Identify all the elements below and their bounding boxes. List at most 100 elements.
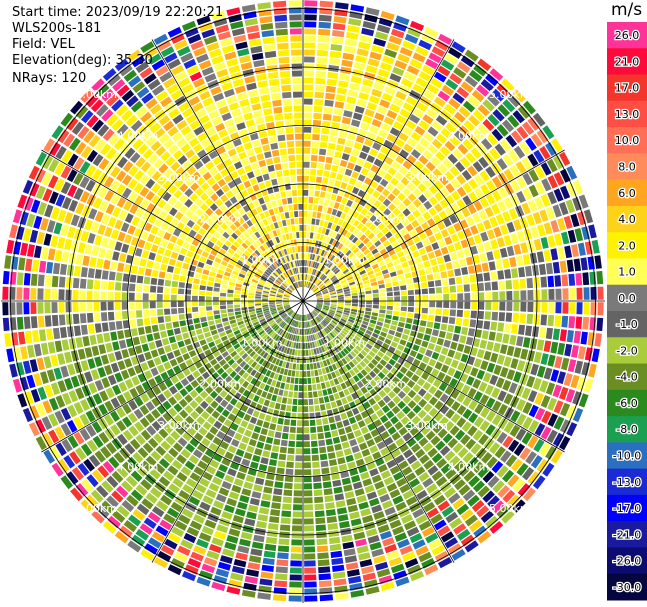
- gate-cell: [491, 203, 501, 215]
- gate-cell: [328, 238, 335, 245]
- gate-cell: [476, 273, 484, 282]
- gate-cell: [271, 238, 278, 245]
- gate-cell: [9, 363, 18, 378]
- gate-cell: [311, 377, 316, 384]
- gate-cell: [16, 287, 23, 300]
- gate-cell: [160, 330, 168, 339]
- gate-cell: [320, 265, 326, 272]
- gate-cell: [98, 344, 107, 355]
- gate-cell: [205, 301, 212, 306]
- gate-cell: [553, 172, 565, 186]
- gate-cell: [519, 447, 531, 461]
- gate-cell: [502, 154, 514, 167]
- range-ring-label: 5.00km: [489, 88, 531, 101]
- gate-cell: [311, 155, 318, 162]
- gate-cell: [534, 196, 544, 210]
- gate-cell: [336, 507, 348, 515]
- range-ring-label: 1.00km: [241, 336, 283, 349]
- gate-cell: [378, 129, 388, 138]
- gate-cell: [358, 294, 365, 298]
- gate-cell: [230, 171, 239, 180]
- gate-cell: [259, 245, 266, 252]
- gate-cell: [337, 457, 346, 465]
- gate-cell: [241, 266, 249, 273]
- gate-cell: [380, 162, 390, 172]
- gate-cell: [385, 350, 393, 358]
- gate-cell: [454, 161, 466, 173]
- gate-cell: [279, 287, 285, 292]
- gate-cell: [329, 57, 341, 66]
- gate-cell: [403, 267, 411, 274]
- gate-cell: [433, 71, 447, 83]
- gate-cell: [363, 432, 372, 441]
- gate-cell: [188, 496, 201, 506]
- gate-cell: [213, 292, 220, 297]
- gate-cell: [170, 218, 179, 227]
- gate-cell: [128, 425, 139, 437]
- gate-cell: [399, 316, 406, 323]
- gate-cell: [566, 330, 574, 343]
- gate-cell: [547, 314, 555, 327]
- gate-cell: [468, 412, 479, 424]
- gate-cell: [209, 133, 220, 143]
- gate-cell: [393, 336, 400, 343]
- gate-cell: [81, 478, 94, 492]
- gate-cell: [79, 290, 86, 301]
- gate-cell: [171, 132, 183, 143]
- gate-cell: [183, 532, 197, 544]
- gate-cell: [17, 393, 28, 408]
- gate-cell: [33, 215, 43, 229]
- gate-cell: [379, 99, 391, 109]
- gate-cell: [354, 239, 362, 247]
- gate-cell: [219, 380, 228, 389]
- gate-cell: [464, 301, 471, 309]
- gate-cell: [552, 384, 562, 398]
- gate-cell: [280, 285, 286, 290]
- gate-cell: [313, 348, 317, 355]
- gate-cell: [337, 352, 344, 359]
- gate-cell: [230, 274, 238, 279]
- gate-cell: [70, 100, 83, 115]
- gate-cell: [281, 397, 288, 404]
- gate-cell: [107, 352, 116, 363]
- gate-cell: [277, 552, 289, 560]
- gate-cell: [199, 285, 206, 291]
- gate-cell: [308, 282, 311, 289]
- gate-cell: [328, 230, 334, 237]
- gate-cell: [350, 4, 365, 13]
- gate-cell: [48, 397, 59, 411]
- gate-cell: [27, 345, 35, 358]
- gate-cell: [206, 310, 213, 316]
- gate-cell: [117, 360, 126, 371]
- gate-cell: [547, 275, 555, 288]
- gate-cell: [221, 284, 228, 289]
- gate-cell: [169, 235, 178, 244]
- gate-cell: [343, 448, 352, 456]
- gate-cell: [48, 175, 59, 189]
- gate-cell: [157, 286, 164, 293]
- gate-cell: [199, 501, 211, 512]
- gate-cell: [408, 336, 416, 343]
- gate-cell: [375, 271, 382, 277]
- gate-cell: [362, 478, 373, 487]
- gate-cell: [325, 343, 331, 350]
- gate-cell: [297, 420, 303, 427]
- gate-cell: [582, 272, 590, 286]
- gate-cell: [9, 224, 18, 239]
- gate-cell: [336, 399, 343, 407]
- gate-cell: [246, 407, 254, 416]
- gate-cell: [206, 42, 220, 52]
- gate-cell: [312, 119, 322, 127]
- gate-cell: [351, 119, 361, 128]
- gate-cell: [171, 459, 183, 470]
- gate-cell: [270, 85, 281, 93]
- gate-cell: [126, 494, 139, 507]
- gate-cell: [404, 558, 419, 569]
- gate-cell: [406, 355, 415, 364]
- gate-cell: [160, 151, 171, 162]
- gate-cell: [388, 203, 397, 212]
- gate-cell: [276, 302, 282, 304]
- gate-cell: [345, 231, 352, 239]
- gate-cell: [272, 594, 287, 602]
- gate-cell: [232, 514, 244, 524]
